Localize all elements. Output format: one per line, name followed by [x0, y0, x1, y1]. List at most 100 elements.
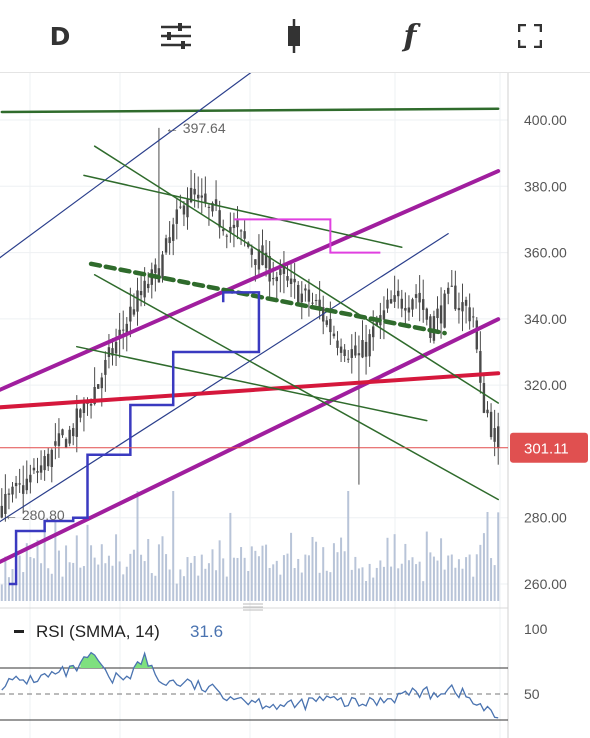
candle-body [50, 449, 53, 467]
candle-body [450, 285, 453, 287]
candle-body [214, 199, 218, 206]
volume-bar [450, 554, 453, 601]
candle-body [347, 358, 350, 360]
rsi-tick-label: 50 [524, 686, 540, 702]
volume-bar [422, 581, 425, 601]
volume-bar [82, 566, 85, 601]
volume-bar [7, 577, 10, 601]
candle-body [147, 283, 150, 289]
volume-bar [75, 535, 78, 601]
candle-body [182, 205, 186, 215]
volume-bar [472, 576, 475, 601]
fullscreen-button[interactable] [508, 14, 552, 58]
candle-body [218, 210, 221, 228]
candle-body [68, 429, 71, 444]
volume-bar [232, 557, 235, 601]
candle-body [175, 209, 178, 224]
volume-bar [32, 558, 35, 601]
trendline [0, 169, 501, 392]
candle-body [486, 409, 489, 414]
volume-bar [157, 544, 160, 601]
volume-bar [50, 573, 53, 601]
volume-bar [336, 552, 339, 601]
candle-body [47, 453, 50, 467]
candle-body [389, 299, 393, 304]
candle-body [36, 471, 39, 473]
volume-bar [361, 567, 364, 601]
volume-bar [350, 569, 353, 601]
candle-body [361, 340, 364, 358]
volume-bar [347, 491, 350, 601]
volume-bar [254, 550, 257, 601]
volume-bar [250, 546, 253, 601]
candle-body [97, 384, 100, 389]
candle-body [111, 348, 114, 356]
volume-bar [497, 512, 500, 601]
volume-bar [382, 566, 385, 601]
trendline [88, 261, 447, 336]
volume-bar [240, 547, 243, 601]
volume-bar [397, 568, 400, 601]
candle-body [422, 299, 425, 310]
volume-bar [482, 533, 485, 601]
volume-bar [282, 555, 285, 601]
volume-bar [115, 534, 118, 601]
candle-body [489, 411, 493, 438]
rsi-line [1, 651, 499, 719]
candle-body [479, 351, 482, 383]
price-chart[interactable]: 400.00 380.00 360.00 340.00 320.00 280.00 260.… [0, 73, 590, 738]
volume-bar [86, 524, 89, 601]
price-tick-label: 280.00 [524, 510, 567, 526]
candle-body [64, 439, 68, 448]
volume-bar [36, 539, 39, 601]
candle-body [350, 349, 353, 358]
candle-body [32, 467, 36, 471]
volume-bar [365, 580, 368, 601]
candle-body [364, 341, 368, 357]
interval-button[interactable]: D [38, 14, 82, 58]
pane-divider[interactable] [0, 603, 508, 611]
step-line [233, 218, 381, 254]
indicators-button[interactable]: f [388, 14, 432, 58]
price-axis[interactable]: 400.00 380.00 360.00 340.00 320.00 280.00 260.… [509, 73, 590, 738]
chart-type-button[interactable] [272, 14, 316, 58]
chart-toolbar: D f [0, 0, 590, 73]
volume-bar [104, 563, 107, 601]
candle-body [443, 293, 446, 328]
candle-body [454, 285, 457, 310]
volume-bar [118, 561, 121, 601]
volume-bar [193, 556, 196, 601]
volume-bar [404, 543, 407, 601]
candle-body [325, 320, 328, 325]
candle-body [154, 264, 157, 274]
candle-body [100, 377, 103, 389]
volume-bar [279, 574, 282, 601]
volume-bar [143, 561, 146, 601]
candle-body [475, 320, 478, 350]
candle-body [254, 259, 257, 265]
high-marker-label: ← 397.64 [165, 120, 226, 136]
candle-body [211, 202, 214, 212]
candle-body [297, 284, 300, 306]
volume-bar [93, 557, 96, 601]
volume-bar [475, 554, 478, 601]
candle-body [268, 256, 271, 282]
volume-bar [190, 562, 193, 601]
candle-body [407, 307, 411, 313]
last-price-badge [510, 432, 588, 463]
chart-settings-button[interactable] [154, 14, 198, 58]
rsi-pane[interactable]: 100 50 RSI (SMMA, 14) 31.6 [0, 621, 548, 721]
volume-bar [275, 560, 278, 601]
candle-body [186, 199, 189, 218]
candle-body [289, 278, 293, 284]
trendline [0, 317, 501, 565]
rsi-overbought-fill [80, 652, 102, 668]
volume-bar [68, 562, 71, 601]
volume-bar [229, 512, 232, 601]
candle-body [411, 299, 414, 310]
candle-body [282, 266, 286, 274]
candle-body [129, 306, 132, 322]
candle-body [114, 341, 118, 354]
volume-bar [454, 567, 457, 601]
volume-bar [457, 559, 460, 601]
